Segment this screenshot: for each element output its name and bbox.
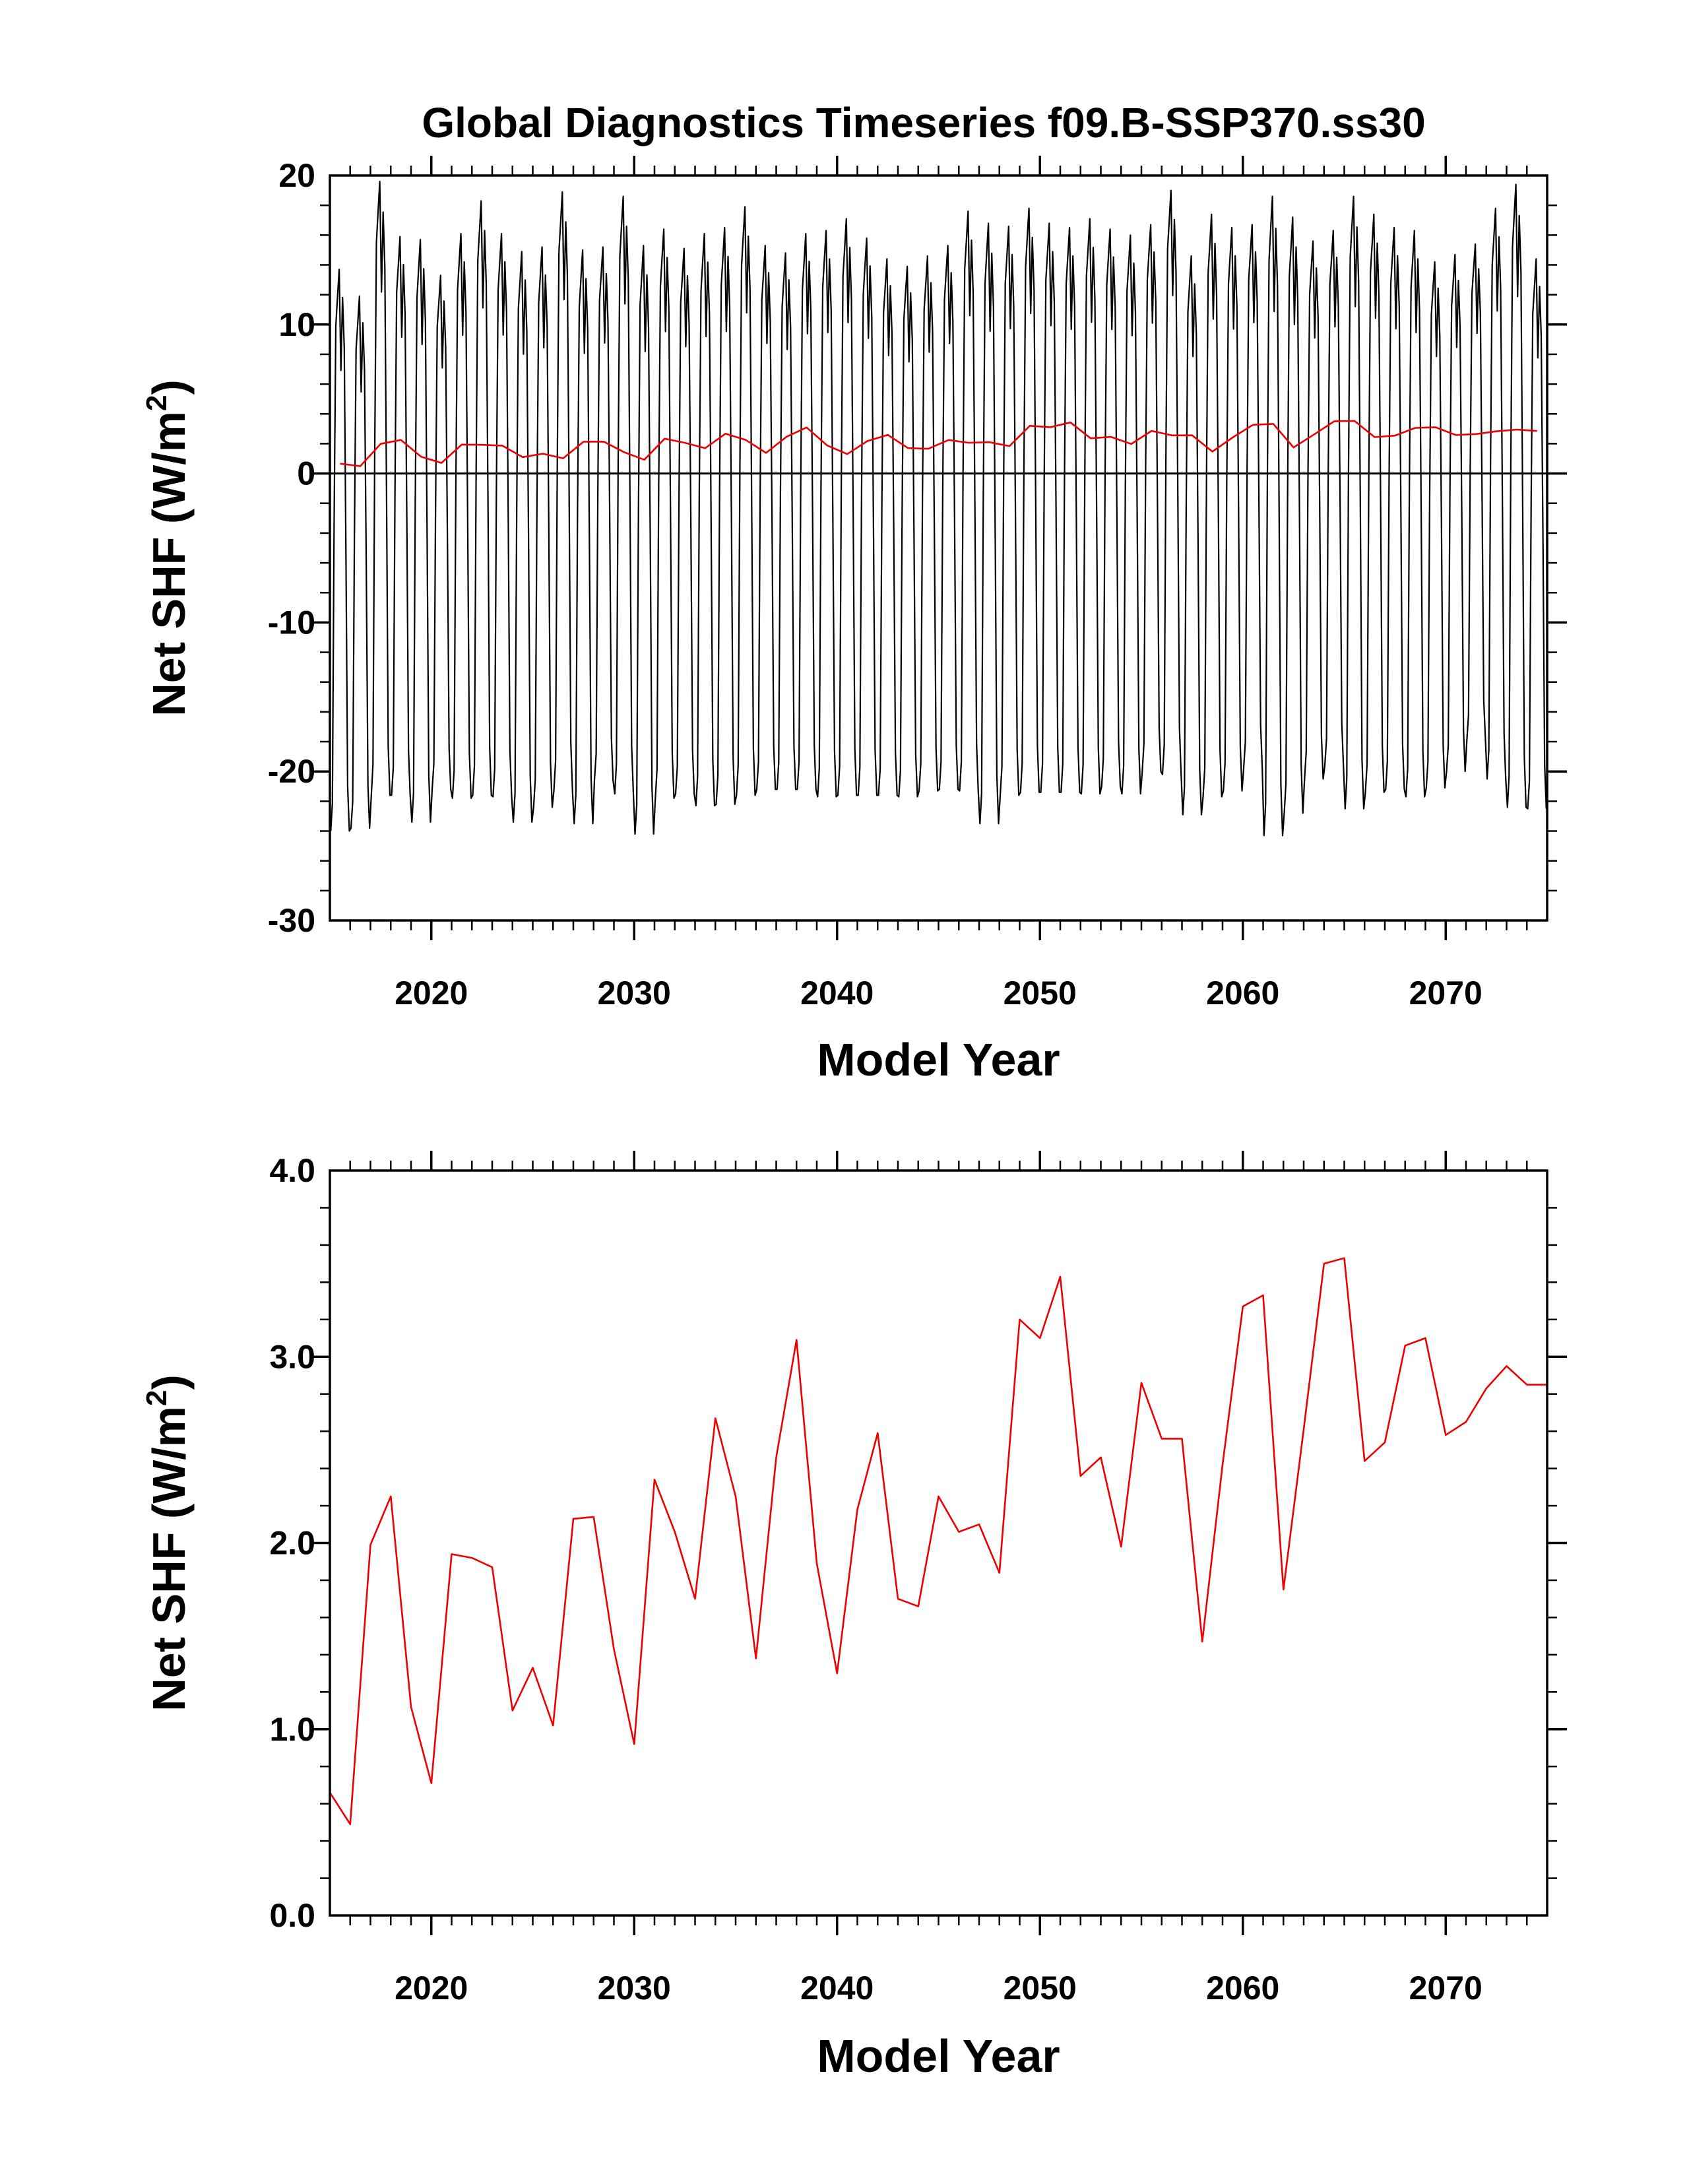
x-tick-label: 2040 bbox=[800, 975, 874, 1012]
x-tick-label: 2040 bbox=[800, 1970, 874, 2007]
y-axis-label-name: Net SHF (W/m bbox=[143, 411, 195, 717]
x-tick-label: 2020 bbox=[395, 1970, 468, 2007]
y-tick-label: -30 bbox=[268, 902, 315, 939]
y-axis-label-superscript: 2 bbox=[141, 1390, 173, 1406]
y-axis-label-close: ) bbox=[143, 1374, 195, 1390]
x-tick-label: 2030 bbox=[598, 975, 671, 1012]
y-tick-label: -20 bbox=[268, 753, 315, 790]
y-tick-label: 4.0 bbox=[269, 1152, 315, 1189]
y-tick-label: 1.0 bbox=[269, 1711, 315, 1748]
series-line-top-0 bbox=[330, 180, 1547, 837]
x-tick-label: 2050 bbox=[1004, 975, 1077, 1012]
y-axis-label: Net SHF (W/m2) bbox=[141, 379, 195, 717]
series-line-bottom-0 bbox=[329, 1257, 1547, 1825]
y-tick-label: 3.0 bbox=[269, 1338, 315, 1375]
y-tick-label: 0.0 bbox=[269, 1897, 315, 1934]
y-tick-label: 2.0 bbox=[269, 1525, 315, 1562]
x-tick-label: 2060 bbox=[1206, 975, 1279, 1012]
y-tick-label: 20 bbox=[278, 157, 315, 194]
y-axis-label-superscript: 2 bbox=[141, 395, 173, 411]
x-tick-label: 2060 bbox=[1206, 1970, 1279, 2007]
x-tick-label: 2020 bbox=[395, 975, 468, 1012]
x-axis-label: Model Year bbox=[817, 2030, 1060, 2082]
series-line-top-1 bbox=[340, 420, 1537, 467]
y-axis-label-name: Net SHF (W/m bbox=[143, 1406, 195, 1712]
y-axis-label: Net SHF (W/m2) bbox=[141, 1374, 195, 1712]
x-tick-label: 2030 bbox=[598, 1970, 671, 2007]
panel-bottom: 2020 2030 2040 2050 2060 2070 0.0 1.0 2.0 3.0 4.0 M… bbox=[141, 1151, 1567, 2082]
y-tick-label: -10 bbox=[268, 604, 315, 641]
y-axis-label-close: ) bbox=[143, 379, 195, 395]
panel-top: 2020 2030 2040 2050 2060 2070 -30 -20 -10 0 10 20 Mo… bbox=[141, 156, 1567, 1085]
figure-title: Global Diagnostics Timeseries f09.B-SSP3… bbox=[422, 99, 1425, 146]
x-tick-label: 2070 bbox=[1409, 1970, 1482, 2007]
y-tick-label: 0 bbox=[297, 455, 315, 492]
y-tick-label: 10 bbox=[278, 306, 315, 343]
x-tick-label: 2070 bbox=[1409, 975, 1482, 1012]
x-tick-label: 2050 bbox=[1004, 1970, 1077, 2007]
x-axis-label: Model Year bbox=[817, 1034, 1060, 1085]
